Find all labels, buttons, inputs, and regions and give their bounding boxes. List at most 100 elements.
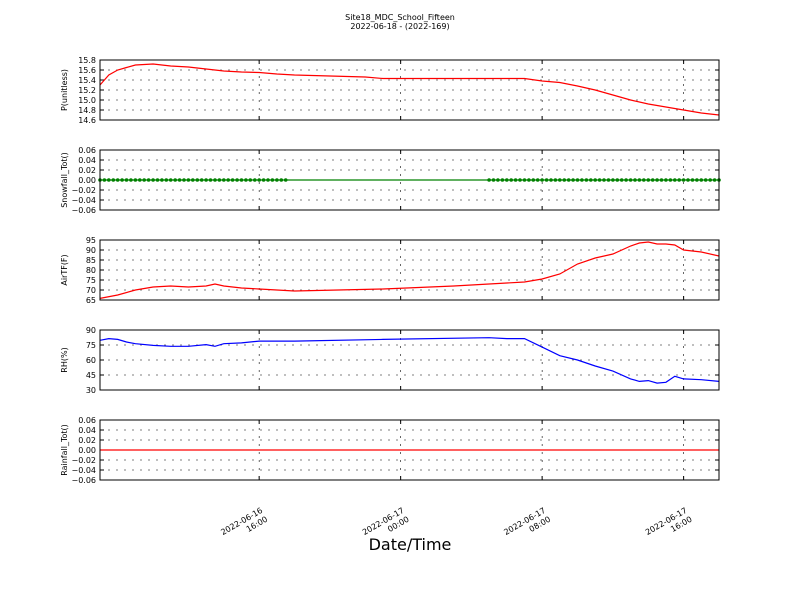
series-line <box>99 337 720 384</box>
series-marker <box>611 178 615 182</box>
y-tick-label: 15.6 <box>78 66 96 75</box>
series-marker <box>531 178 536 182</box>
series-line <box>99 241 720 299</box>
figure-subtitle: 2022-06-18 - (2022-169) <box>350 22 449 31</box>
series-marker <box>544 178 549 182</box>
panel-5: 0.060.040.020.00−0.02−0.04−0.06Rainfall_… <box>60 416 720 485</box>
series-marker <box>655 178 659 182</box>
y-tick-label: 65 <box>86 296 96 305</box>
y-tick-label: 60 <box>86 356 96 365</box>
series-marker <box>133 178 138 182</box>
y-axis-label: RH(%) <box>60 347 69 372</box>
series-marker <box>217 178 222 182</box>
axes-frame <box>99 149 720 211</box>
series-marker <box>257 178 262 182</box>
series-marker <box>712 178 717 182</box>
series-marker <box>279 178 284 182</box>
series-marker <box>491 178 496 182</box>
series-marker <box>633 178 637 182</box>
x-axis-label: Date/Time <box>369 535 452 554</box>
series-marker <box>164 178 169 182</box>
figure-title: Site18_MDC_School_Fifteen <box>345 13 455 22</box>
series-marker <box>615 178 620 182</box>
y-tick-label: 95 <box>86 236 96 245</box>
series-marker <box>650 178 655 182</box>
series-marker <box>562 178 567 182</box>
y-tick-label: 15.8 <box>78 56 96 65</box>
series-marker <box>673 178 677 182</box>
y-tick-label: −0.04 <box>71 466 96 475</box>
y-tick-label: 80 <box>86 266 96 275</box>
series-marker <box>115 178 120 182</box>
series-marker <box>230 178 235 182</box>
y-tick-label: 90 <box>86 246 96 255</box>
series-marker <box>182 178 186 182</box>
series-marker <box>496 178 500 182</box>
series-marker <box>195 178 200 182</box>
series-marker <box>646 178 651 182</box>
series-marker <box>213 178 217 182</box>
axes-frame <box>99 419 720 481</box>
panel-1: 15.815.615.415.215.014.814.6 P(unitless) <box>60 56 720 125</box>
series-marker <box>199 178 204 182</box>
y-tick-label: 45 <box>86 371 96 380</box>
series-marker <box>659 178 664 182</box>
series-marker <box>553 178 558 182</box>
series-marker <box>239 178 244 182</box>
y-tick-label: 90 <box>86 326 96 335</box>
y-tick-label: 0.06 <box>78 146 96 155</box>
y-tick-label: 0.04 <box>78 426 96 435</box>
series-marker <box>107 178 111 182</box>
y-axis-label: Rainfall_Tot() <box>60 424 69 476</box>
series-marker <box>642 178 646 182</box>
series-marker <box>186 178 191 182</box>
series-marker <box>708 178 712 182</box>
y-tick-label: 75 <box>86 276 96 285</box>
y-axis-label: Snowfall_Tot() <box>60 152 69 208</box>
y-tick-label: 85 <box>86 256 96 265</box>
series-marker <box>575 178 580 182</box>
series-marker <box>173 178 177 182</box>
series-marker <box>111 178 116 182</box>
series-marker <box>664 178 668 182</box>
series-marker <box>160 178 164 182</box>
series-marker <box>151 178 155 182</box>
series-marker <box>619 178 624 182</box>
y-tick-label: 0.04 <box>78 156 96 165</box>
y-tick-label: 70 <box>86 286 96 295</box>
series-marker <box>235 178 239 182</box>
series-marker <box>677 178 681 182</box>
series-marker <box>703 178 708 182</box>
series-marker <box>129 178 133 182</box>
series-marker <box>628 178 633 182</box>
y-tick-label: −0.06 <box>71 206 96 215</box>
x-tick-label: 2022-06-1716:00 <box>644 506 694 546</box>
series-marker <box>208 178 213 182</box>
series-marker <box>266 178 270 182</box>
series-marker <box>522 178 527 182</box>
y-axis-label: P(unitless) <box>60 69 69 111</box>
series-marker <box>270 178 275 182</box>
y-tick-label: 0.00 <box>78 176 96 185</box>
series-marker <box>584 178 589 182</box>
series-marker <box>527 178 531 182</box>
series-marker <box>261 178 266 182</box>
series-marker <box>124 178 129 182</box>
x-tick-label: 2022-06-1616:00 <box>219 506 269 546</box>
series-marker <box>155 178 160 182</box>
series-marker <box>540 178 544 182</box>
y-tick-label: 15.2 <box>78 86 96 95</box>
series-marker <box>505 178 509 182</box>
series-marker <box>513 178 518 182</box>
series-marker <box>558 178 562 182</box>
series-marker <box>120 178 124 182</box>
series-marker <box>222 178 226 182</box>
y-tick-label: 30 <box>86 386 96 395</box>
series-marker <box>146 178 151 182</box>
y-tick-label: 15.0 <box>78 96 96 105</box>
y-tick-label: 14.6 <box>78 116 96 125</box>
series-marker <box>102 178 107 182</box>
series-marker <box>624 178 628 182</box>
y-tick-label: 0.00 <box>78 446 96 455</box>
